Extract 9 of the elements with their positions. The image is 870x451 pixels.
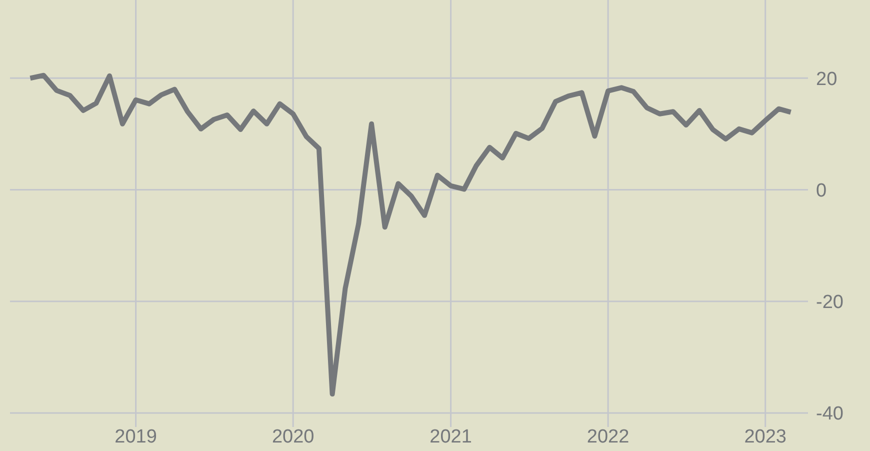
x-tick-label: 2020	[272, 426, 314, 448]
x-tick-label: 2019	[114, 426, 157, 448]
y-tick-label: 0	[816, 180, 827, 202]
x-tick-label: 2023	[744, 426, 786, 448]
x-tick-label: 2022	[586, 426, 630, 448]
x-tick-label: 2021	[430, 426, 472, 448]
y-tick-label: -20	[816, 292, 844, 314]
y-tick-label: 20	[816, 68, 838, 90]
y-tick-label: -40	[816, 404, 844, 425]
